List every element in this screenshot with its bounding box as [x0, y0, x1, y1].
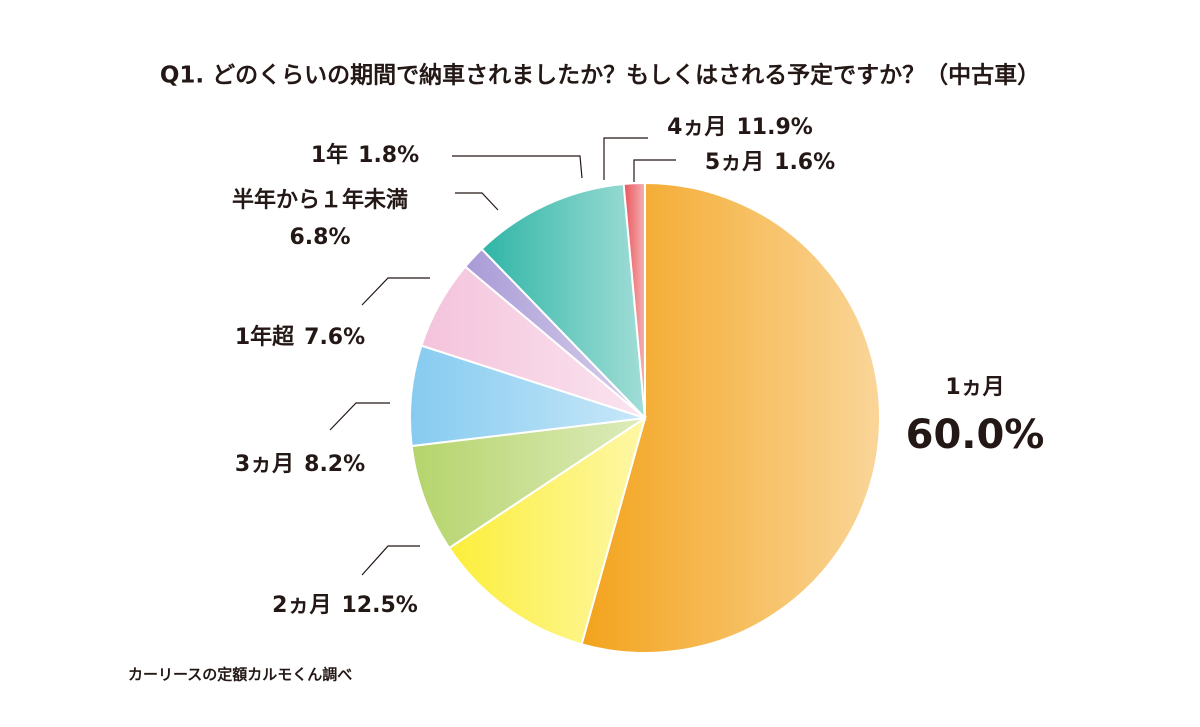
- value-label: 12.5%: [341, 593, 417, 618]
- source-note: カーリースの定額カルモくん調べ: [128, 666, 352, 684]
- slice-label: 4ヵ月: [667, 115, 726, 140]
- pie-slice: [480, 182, 647, 421]
- slice-label: 半年から１年未満: [232, 187, 408, 213]
- chart-title: Q1. どのくらいの期間で納車されましたか？もしくはされる予定ですか？（中古車）: [160, 62, 1040, 89]
- slice-label: 5ヵ月: [705, 150, 764, 175]
- leader-lines: [329, 137, 676, 576]
- value-label: 1.8%: [358, 143, 419, 168]
- value-label: 8.2%: [304, 452, 365, 477]
- slice-label-group: 4ヵ月 11.9%: [667, 115, 813, 140]
- value-label: 1.6%: [774, 150, 835, 175]
- slice-label: 1ヵ月: [945, 375, 1004, 400]
- value-label: 11.9%: [736, 115, 812, 140]
- slice-label-group: 1年 1.8%: [311, 142, 419, 168]
- slice-label-group: 1年超 7.6%: [235, 324, 365, 350]
- value-label: 60.0%: [906, 412, 1045, 458]
- slice-label: 2ヵ月: [272, 593, 331, 618]
- value-label: 7.6%: [304, 325, 365, 350]
- slice-label-group: 5ヵ月 1.6%: [705, 150, 835, 175]
- slice-label: 3ヵ月: [235, 452, 294, 477]
- pie-slice: [410, 417, 646, 550]
- value-label: 6.8%: [289, 225, 350, 250]
- pie-slice: [447, 415, 647, 646]
- pie-slice: [622, 181, 646, 419]
- slice-label-group: 3ヵ月 8.2%: [235, 452, 365, 477]
- slice-label: 1年超: [235, 324, 295, 350]
- slice-label-group: 2ヵ月 12.5%: [272, 593, 418, 618]
- pie-slice: [580, 181, 881, 654]
- slice-label: 1年: [311, 142, 348, 168]
